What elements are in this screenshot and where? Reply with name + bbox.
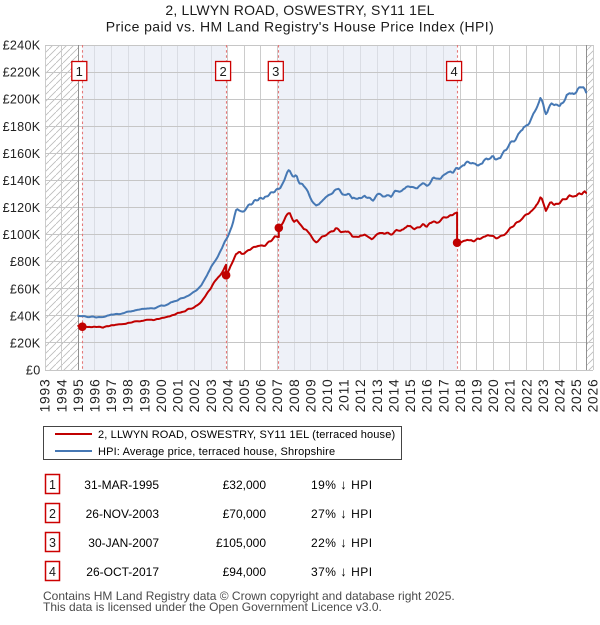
svg-text:£140K: £140K <box>3 174 41 188</box>
svg-text:£220K: £220K <box>3 66 41 80</box>
svg-text:2020: 2020 <box>486 379 501 413</box>
svg-text:2013: 2013 <box>370 379 385 413</box>
svg-text:2018: 2018 <box>453 379 468 413</box>
svg-text:31-MAR-1995: 31-MAR-1995 <box>84 478 159 492</box>
svg-text:4: 4 <box>49 565 56 579</box>
svg-text:26-OCT-2017: 26-OCT-2017 <box>86 565 159 579</box>
svg-text:1995: 1995 <box>71 379 86 413</box>
svg-text:2007: 2007 <box>270 379 285 413</box>
svg-text:2024: 2024 <box>552 379 567 413</box>
svg-text:£70,000: £70,000 <box>223 507 267 521</box>
svg-text:26-NOV-2003: 26-NOV-2003 <box>86 507 160 521</box>
svg-text:1997: 1997 <box>104 379 119 413</box>
svg-text:2023: 2023 <box>536 379 551 413</box>
svg-text:£94,000: £94,000 <box>223 565 267 579</box>
svg-text:3: 3 <box>49 536 56 550</box>
svg-text:£120K: £120K <box>3 201 41 215</box>
svg-text:3: 3 <box>272 64 279 79</box>
svg-text:£240K: £240K <box>3 39 41 53</box>
svg-text:2004: 2004 <box>220 379 235 413</box>
svg-text:£160K: £160K <box>3 147 41 161</box>
svg-text:2019: 2019 <box>469 378 484 412</box>
svg-text:30-JAN-2007: 30-JAN-2007 <box>88 536 159 550</box>
svg-text:1993: 1993 <box>38 379 53 413</box>
svg-text:1996: 1996 <box>88 379 103 413</box>
svg-text:£40K: £40K <box>10 309 41 323</box>
svg-text:1994: 1994 <box>54 379 69 413</box>
svg-text:2008: 2008 <box>287 379 302 413</box>
svg-text:1: 1 <box>76 64 83 79</box>
svg-text:19% ↓ HPI: 19% ↓ HPI <box>311 477 373 492</box>
svg-text:1998: 1998 <box>121 379 136 413</box>
svg-text:Price paid vs. HM Land Registr: Price paid vs. HM Land Registry's House … <box>106 19 494 35</box>
svg-text:27% ↓ HPI: 27% ↓ HPI <box>311 506 373 521</box>
svg-text:2021: 2021 <box>503 379 518 413</box>
svg-text:2016: 2016 <box>420 379 435 413</box>
svg-text:2022: 2022 <box>519 379 534 413</box>
svg-text:2003: 2003 <box>204 379 219 413</box>
svg-text:£20K: £20K <box>10 336 41 350</box>
svg-text:2011: 2011 <box>337 379 352 412</box>
svg-text:2014: 2014 <box>386 379 401 413</box>
svg-text:Contains HM Land Registry data: Contains HM Land Registry data © Crown c… <box>43 589 455 603</box>
svg-text:2026: 2026 <box>586 379 600 413</box>
svg-text:£0: £0 <box>26 364 41 378</box>
svg-text:HPI: Average price, terraced h: HPI: Average price, terraced house, Shro… <box>98 446 335 458</box>
svg-text:2017: 2017 <box>436 379 451 413</box>
svg-text:2002: 2002 <box>187 379 202 413</box>
svg-text:2000: 2000 <box>154 379 169 413</box>
svg-text:4: 4 <box>450 64 457 79</box>
svg-text:2006: 2006 <box>254 379 269 413</box>
svg-text:2, LLWYN ROAD, OSWESTRY, SY11: 2, LLWYN ROAD, OSWESTRY, SY11 1EL <box>165 2 434 18</box>
svg-text:2005: 2005 <box>237 379 252 413</box>
svg-text:£60K: £60K <box>10 282 41 296</box>
svg-text:2025: 2025 <box>569 379 584 413</box>
svg-text:£80K: £80K <box>10 255 41 269</box>
svg-text:2: 2 <box>49 507 56 521</box>
svg-text:2: 2 <box>219 64 226 79</box>
svg-text:1999: 1999 <box>137 379 152 413</box>
svg-text:2, LLWYN ROAD, OSWESTRY, SY11: 2, LLWYN ROAD, OSWESTRY, SY11 1EL (terra… <box>98 429 395 441</box>
svg-text:2012: 2012 <box>353 379 368 413</box>
svg-text:2001: 2001 <box>171 379 186 413</box>
svg-text:£100K: £100K <box>3 228 41 242</box>
svg-text:1: 1 <box>49 478 56 492</box>
svg-text:37% ↓ HPI: 37% ↓ HPI <box>311 564 373 579</box>
svg-text:£200K: £200K <box>3 93 41 107</box>
svg-text:22% ↓ HPI: 22% ↓ HPI <box>311 535 373 550</box>
svg-text:2015: 2015 <box>403 379 418 413</box>
svg-text:2009: 2009 <box>303 379 318 413</box>
svg-text:£180K: £180K <box>3 120 41 134</box>
svg-text:This data is licensed under th: This data is licensed under the Open Gov… <box>43 600 382 614</box>
svg-text:£32,000: £32,000 <box>223 478 267 492</box>
svg-text:2010: 2010 <box>320 379 335 413</box>
svg-text:£105,000: £105,000 <box>216 536 266 550</box>
